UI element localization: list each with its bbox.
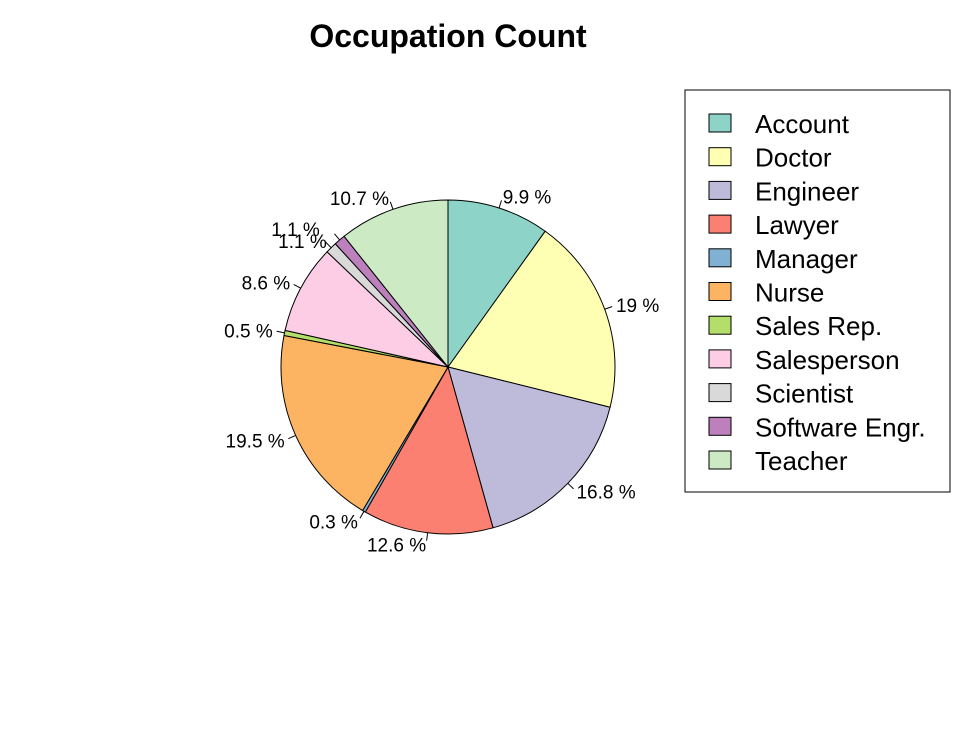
slice-label: 0.3 % bbox=[309, 513, 358, 534]
label-tick bbox=[325, 241, 332, 249]
legend-label: Scientist bbox=[755, 379, 854, 409]
pie-slice-nurse bbox=[280, 334, 449, 512]
legend-box bbox=[684, 89, 951, 493]
legend-label: Manager bbox=[755, 244, 858, 274]
slice-label: 0.5 % bbox=[224, 321, 273, 342]
legend-label: Engineer bbox=[755, 176, 859, 206]
label-tick bbox=[567, 482, 574, 490]
legend: AccountDoctorEngineerLawyerManagerNurseS… bbox=[684, 89, 951, 493]
label-tick bbox=[389, 201, 394, 210]
slice-label: 8.6 % bbox=[242, 274, 291, 295]
legend-label: Teacher bbox=[755, 446, 848, 476]
pie-slice-salesperson bbox=[284, 251, 450, 368]
slice-label: 1.1 % bbox=[271, 220, 320, 241]
label-tick bbox=[334, 233, 341, 241]
legend-label: Doctor bbox=[755, 143, 832, 173]
legend-label: Salesperson bbox=[755, 345, 900, 375]
slice-label: 19 % bbox=[616, 296, 659, 317]
pie-slice-engineer bbox=[447, 366, 611, 529]
legend-swatch bbox=[708, 282, 732, 301]
slice-label: 19.5 % bbox=[226, 431, 285, 452]
label-tick bbox=[359, 511, 365, 519]
slice-label: 10.7 % bbox=[330, 189, 389, 210]
pie-slice-lawyer bbox=[364, 365, 494, 535]
legend-label: Software Engr. bbox=[755, 412, 926, 442]
slice-label: 16.8 % bbox=[576, 483, 635, 504]
legend-swatch bbox=[708, 113, 732, 133]
slice-label: 1.1 % bbox=[278, 232, 327, 253]
pie-labels: 9.9 % 19 % 16.8 % 12.6 % 0.3 % 19.5 % 0.5 % 8.6… bbox=[224, 188, 659, 557]
slice-label: 9.9 % bbox=[503, 188, 552, 209]
legend-swatch bbox=[708, 214, 732, 234]
chart-title: Occupation Count bbox=[309, 18, 587, 54]
label-tick bbox=[604, 306, 613, 310]
pie-slice-doctor bbox=[447, 230, 616, 408]
legend-label: Account bbox=[755, 109, 850, 139]
label-tick bbox=[426, 532, 429, 541]
legend-swatch bbox=[708, 383, 732, 403]
legend-swatch bbox=[708, 248, 732, 268]
pie-slices bbox=[280, 199, 616, 535]
legend-swatch bbox=[708, 315, 732, 335]
label-tick bbox=[288, 434, 296, 440]
legend-swatch bbox=[708, 147, 732, 167]
legend-label: Nurse bbox=[755, 278, 824, 308]
label-tick bbox=[293, 284, 301, 289]
legend-label: Lawyer bbox=[755, 210, 839, 240]
legend-swatch bbox=[708, 450, 732, 470]
label-tick bbox=[276, 330, 285, 334]
legend-swatch bbox=[708, 349, 732, 369]
slice-label: 12.6 % bbox=[367, 536, 426, 557]
legend-swatch bbox=[708, 416, 732, 436]
label-tick bbox=[498, 200, 502, 209]
pie-slice-teacher bbox=[343, 199, 449, 369]
legend-label: Sales Rep. bbox=[755, 311, 882, 341]
legend-swatch bbox=[708, 180, 732, 200]
